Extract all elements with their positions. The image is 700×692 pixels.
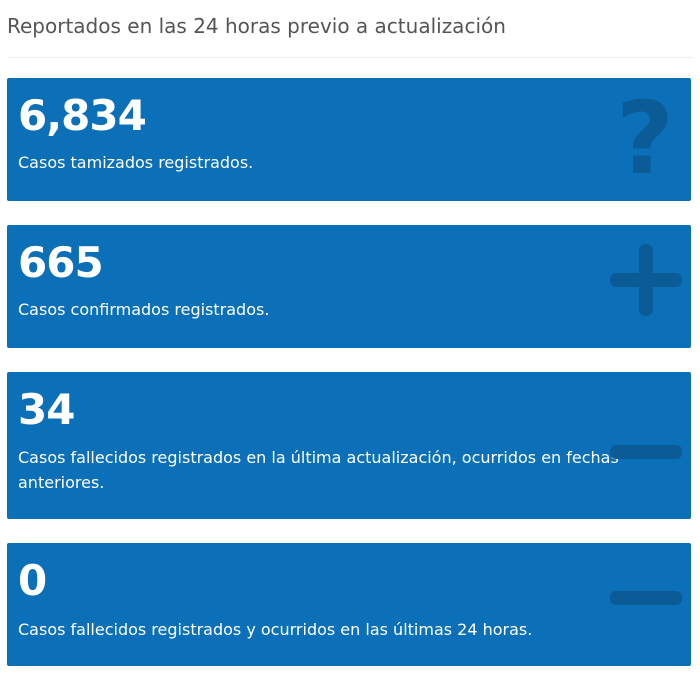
section-title: Reportados en las 24 horas previo a actu… xyxy=(7,14,506,38)
stat-number-deaths-24h: 0 xyxy=(18,556,47,605)
stat-description-deaths-24h: Casos fallecidos registrados y ocurridos… xyxy=(18,620,533,639)
stat-description-confirmed: Casos confirmados registrados. xyxy=(18,300,270,319)
stat-description-deaths-previous: Casos fallecidos registrados en la últim… xyxy=(18,448,619,492)
stat-description-tested: Casos tamizados registrados. xyxy=(18,153,254,172)
stat-number-confirmed: 665 xyxy=(18,238,104,287)
stat-card-deaths-24h: 0 Casos fallecidos registrados y ocurrid… xyxy=(7,543,691,666)
stat-number-tested: 6,834 xyxy=(18,91,147,140)
svg-text:?: ? xyxy=(616,80,674,197)
minus-icon xyxy=(605,543,685,666)
stat-card-confirmed: 665 Casos confirmados registrados. xyxy=(7,225,691,348)
question-mark-icon: ? xyxy=(605,78,685,201)
stat-number-deaths-previous: 34 xyxy=(18,385,75,434)
minus-icon xyxy=(605,372,685,519)
section-header: Reportados en las 24 horas previo a actu… xyxy=(7,12,693,58)
stat-card-tested: 6,834 Casos tamizados registrados. ? xyxy=(7,78,691,201)
plus-icon xyxy=(605,225,685,348)
stat-card-deaths-previous: 34 Casos fallecidos registrados en la úl… xyxy=(7,372,691,519)
